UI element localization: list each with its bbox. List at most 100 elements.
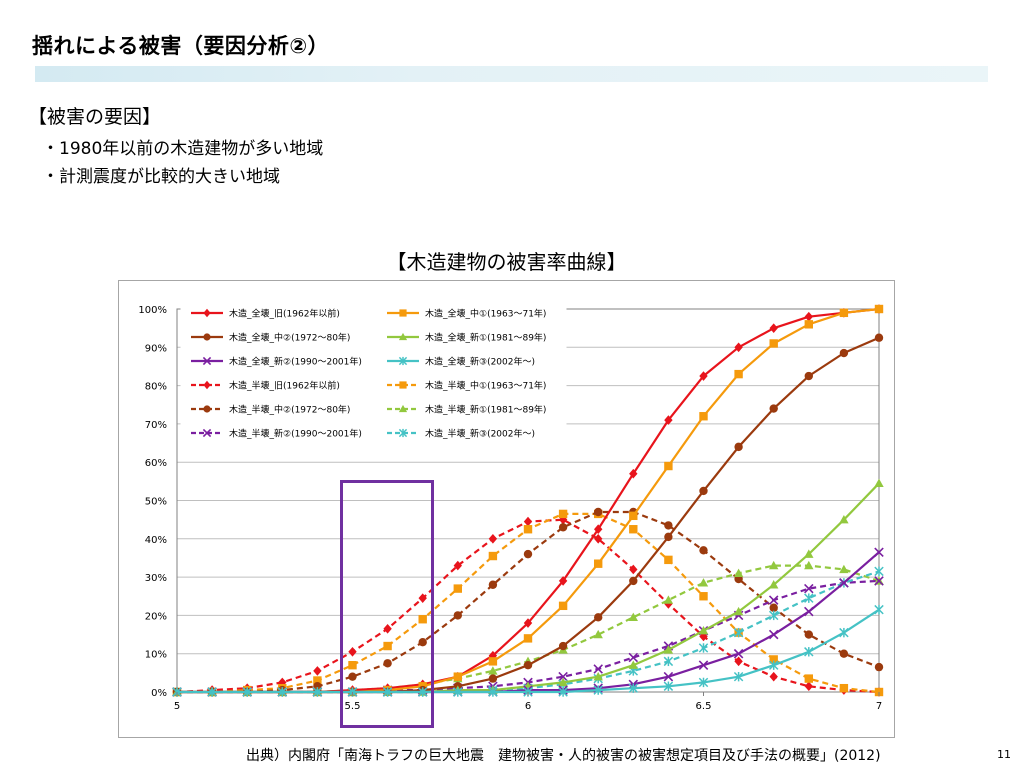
data-point bbox=[488, 534, 498, 544]
marker-triangle bbox=[698, 578, 709, 587]
marker-diamond bbox=[523, 516, 533, 527]
data-point bbox=[698, 643, 709, 653]
data-point bbox=[488, 687, 498, 697]
y-tick-label: 40% bbox=[145, 535, 167, 546]
marker-diamond bbox=[629, 564, 638, 575]
data-point bbox=[453, 584, 462, 593]
marker-circle bbox=[594, 613, 603, 622]
marker-square bbox=[699, 412, 708, 421]
marker-circle bbox=[734, 442, 743, 452]
legend-item: 木造_半壊_中①(1963～71年) bbox=[387, 380, 546, 392]
data-point bbox=[523, 660, 533, 670]
marker-circle bbox=[348, 672, 357, 681]
marker-diamond bbox=[348, 646, 357, 657]
data-point bbox=[734, 369, 743, 379]
y-tick-label: 90% bbox=[145, 343, 167, 354]
data-point bbox=[628, 660, 638, 669]
marker-triangle bbox=[839, 514, 849, 524]
data-point bbox=[594, 524, 603, 535]
data-point bbox=[663, 595, 674, 604]
data-point bbox=[839, 683, 849, 693]
data-point bbox=[839, 627, 849, 638]
legend-item: 木造_全壊_新②(1990～2001年) bbox=[191, 356, 362, 368]
data-point bbox=[348, 660, 357, 670]
data-point bbox=[558, 641, 568, 651]
data-point bbox=[769, 580, 779, 589]
data-point bbox=[839, 649, 849, 658]
data-point bbox=[874, 566, 884, 577]
data-point bbox=[663, 681, 674, 691]
data-point bbox=[488, 580, 498, 589]
bullet-item: ・1980年以前の木造建物が多い地域 bbox=[42, 139, 324, 159]
marker-diamond bbox=[418, 593, 427, 603]
data-point bbox=[733, 606, 744, 616]
y-tick-label: 100% bbox=[138, 305, 167, 316]
marker-square bbox=[399, 309, 407, 317]
marker-x-stroke bbox=[698, 660, 709, 670]
legend-item: 木造_半壊_中②(1972～80年) bbox=[191, 404, 350, 416]
data-point bbox=[769, 603, 778, 612]
legend-item: 木造_半壊_新①(1981～89年) bbox=[387, 404, 546, 416]
chart-legend: 木造_全壊_旧(1962年以前) 木造_全壊_中①(1963～71年) 木造_全壊_… bbox=[180, 298, 567, 448]
data-point bbox=[874, 662, 884, 672]
legend-swatch-marker bbox=[398, 332, 408, 341]
cause-heading: 【被害の要因】 bbox=[28, 106, 162, 128]
marker-x-stroke bbox=[628, 652, 639, 663]
slide-title: 揺れによる被害（要因分析②） bbox=[32, 34, 330, 58]
marker-triangle bbox=[874, 478, 884, 487]
marker-square bbox=[734, 369, 743, 379]
data-point bbox=[804, 583, 814, 594]
data-point bbox=[733, 627, 744, 638]
data-point bbox=[874, 604, 884, 615]
marker-square bbox=[523, 525, 533, 534]
marker-diamond bbox=[203, 308, 211, 318]
legend-label: 木造_半壊_中①(1963～71年) bbox=[425, 380, 546, 392]
data-point bbox=[453, 672, 462, 681]
marker-diamond bbox=[558, 514, 568, 525]
data-point bbox=[699, 486, 708, 496]
data-point bbox=[699, 546, 708, 555]
marker-triangle bbox=[558, 677, 568, 687]
data-point bbox=[558, 687, 568, 697]
data-point bbox=[698, 677, 709, 688]
data-point bbox=[874, 576, 884, 586]
marker-diamond bbox=[558, 576, 568, 586]
data-point bbox=[382, 687, 393, 697]
data-point bbox=[804, 674, 813, 683]
data-point bbox=[629, 576, 638, 586]
data-point bbox=[699, 371, 708, 381]
data-point bbox=[804, 549, 814, 558]
data-point bbox=[699, 592, 708, 601]
data-point bbox=[453, 611, 462, 620]
marker-square bbox=[874, 304, 884, 314]
legend-swatch-marker bbox=[398, 356, 408, 366]
data-point bbox=[628, 683, 639, 693]
data-point bbox=[242, 687, 252, 697]
data-point bbox=[312, 687, 323, 697]
legend-item: 木造_全壊_新①(1981～89年) bbox=[387, 332, 546, 344]
data-point bbox=[734, 656, 743, 667]
marker-circle bbox=[488, 580, 498, 589]
marker-square bbox=[594, 559, 603, 568]
marker-diamond bbox=[804, 681, 813, 692]
marker-x-stroke bbox=[663, 671, 674, 682]
legend-box bbox=[180, 298, 567, 448]
marker-square bbox=[769, 339, 778, 348]
data-point bbox=[733, 671, 744, 682]
marker-circle bbox=[383, 659, 392, 668]
marker-circle bbox=[874, 662, 884, 672]
data-point bbox=[523, 525, 533, 534]
marker-diamond bbox=[523, 618, 533, 628]
data-point bbox=[804, 647, 814, 657]
marker-triangle bbox=[628, 660, 638, 669]
chart-heading: 【木造建物の被害率曲線】 bbox=[386, 250, 627, 274]
data-point bbox=[839, 348, 849, 358]
data-point bbox=[769, 404, 778, 413]
marker-square bbox=[453, 672, 462, 681]
marker-triangle bbox=[804, 549, 814, 558]
legend-item: 木造_半壊_新③(2002年～) bbox=[387, 428, 535, 440]
marker-square bbox=[313, 676, 322, 685]
marker-diamond bbox=[629, 468, 638, 479]
marker-circle bbox=[523, 549, 533, 559]
damage-rate-chart: 0% 10% 20% 30% 40% 50% 60% 70% 80% 90% 100% 5 5.5 6 6.… bbox=[138, 298, 884, 712]
